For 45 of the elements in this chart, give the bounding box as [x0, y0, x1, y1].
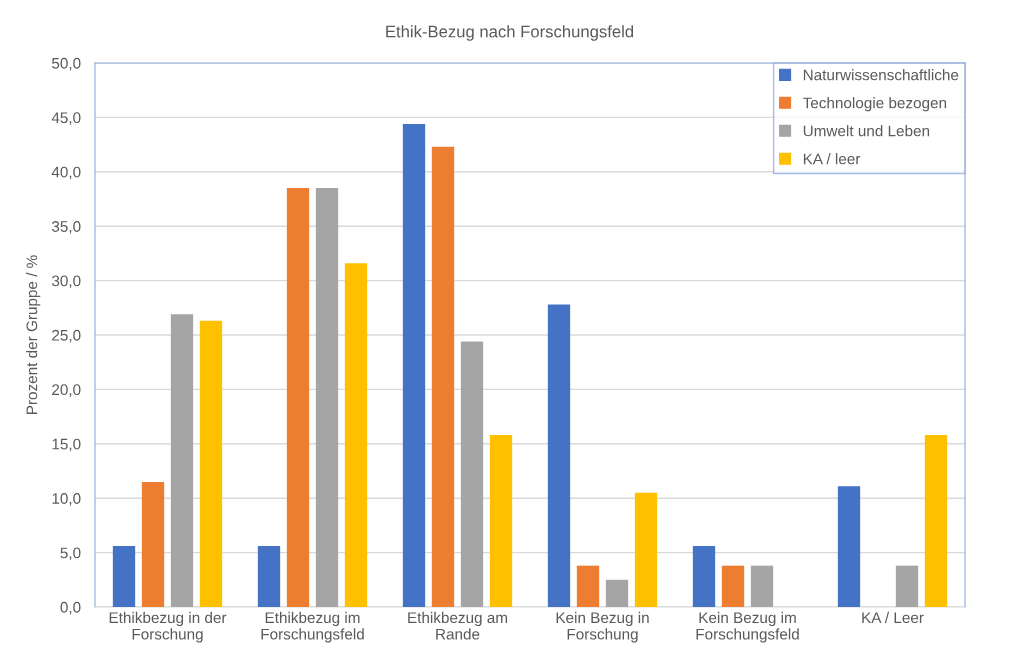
x-tick-label: KA / Leer — [862, 611, 924, 624]
bar — [895, 565, 919, 607]
bar — [431, 146, 455, 607]
bar — [576, 565, 600, 607]
legend-label: Naturwissenschaftliche — [803, 69, 959, 81]
bar — [402, 123, 426, 607]
bar — [750, 565, 774, 607]
x-tick-label: Ethikbezug in der Forschung — [109, 611, 227, 643]
bar — [489, 435, 513, 607]
y-tick-label: 15,0 — [52, 438, 81, 452]
bar — [257, 546, 281, 607]
legend-label: Technologie bezogen — [803, 97, 947, 112]
y-tick-label: 50,0 — [51, 57, 81, 71]
bar — [460, 341, 484, 607]
bar — [837, 486, 861, 607]
bar — [199, 320, 223, 607]
y-tick-label: 45,0 — [51, 112, 81, 125]
bar — [605, 579, 629, 607]
bar — [692, 546, 716, 607]
y-tick-label: 10,0 — [52, 493, 81, 506]
bar — [170, 314, 194, 607]
bar — [547, 304, 571, 607]
bar — [315, 188, 339, 607]
x-tick-label: Kein Bezug in Forschung — [556, 611, 649, 643]
bar — [286, 188, 310, 607]
y-tick-label: 20,0 — [52, 384, 81, 397]
x-tick-label: Ethikbezug am Rande — [408, 611, 508, 640]
bar — [721, 565, 745, 607]
legend-label: KA / leer — [803, 153, 861, 165]
y-tick-label: 35,0 — [51, 221, 81, 234]
y-tick-label: 0,0 — [60, 601, 81, 615]
bar — [344, 263, 368, 607]
bar — [141, 481, 165, 607]
y-tick-label: 25,0 — [52, 329, 81, 343]
x-tick-label: Kein Bezug im Forschungsfeld — [696, 611, 799, 643]
x-tick-label: Ethikbezug im Forschungsfeld — [261, 611, 364, 643]
y-axis-title: Prozent der Gruppe / % — [26, 255, 41, 414]
bar — [634, 492, 658, 607]
y-tick-label: 40,0 — [51, 166, 81, 180]
y-tick-label: 30,0 — [51, 275, 81, 289]
bar — [924, 435, 948, 607]
legend-label: Umwelt und Leben — [803, 125, 930, 137]
bar — [112, 546, 136, 607]
chart-title: Ethik-Bezug nach Forschungsfeld — [386, 25, 634, 41]
y-tick-label: 5,0 — [60, 547, 81, 561]
